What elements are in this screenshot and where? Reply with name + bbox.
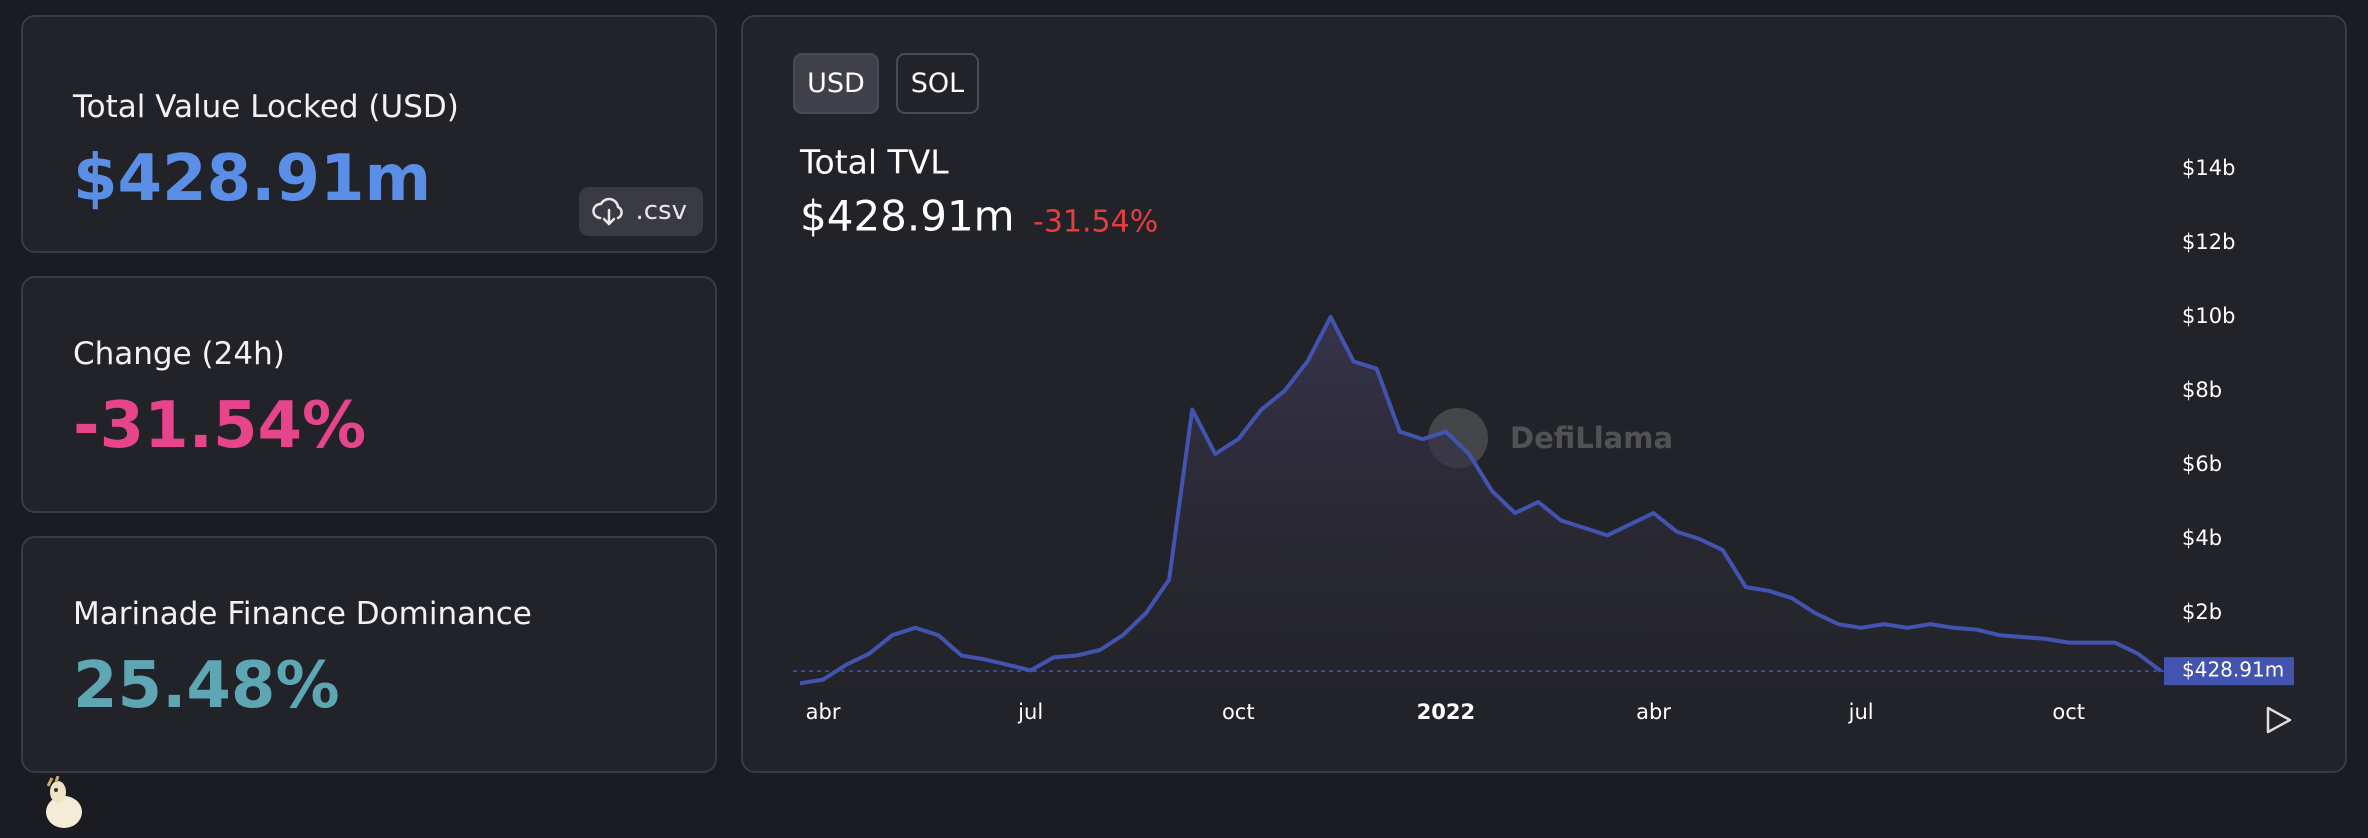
- card-title: Total Value Locked (USD): [73, 89, 459, 125]
- headline-value: $428.91m: [800, 192, 1015, 241]
- dominance-card: Marinade Finance Dominance 25.48%: [21, 536, 717, 773]
- csv-button[interactable]: .csv: [579, 187, 703, 236]
- price-label-box: [2164, 657, 2294, 686]
- tvl-card: Total Value Locked (USD) $428.91m .csv: [21, 15, 717, 253]
- card-title: Marinade Finance Dominance: [73, 596, 532, 632]
- x-tick-label: oct: [1222, 700, 1255, 724]
- x-tick-label: 2022: [1417, 700, 1475, 724]
- change-card: Change (24h) -31.54%: [21, 276, 717, 513]
- x-tick-label: oct: [2052, 700, 2085, 724]
- x-tick-label: jul: [1848, 700, 1874, 724]
- x-tick-label: abr: [1636, 700, 1671, 724]
- y-tick-label: $10b: [2182, 304, 2235, 328]
- card-value: $428.91m: [73, 142, 432, 216]
- y-tick-label: $4b: [2182, 526, 2222, 550]
- headline-change: -31.54%: [1033, 205, 1158, 240]
- card-value: 25.48%: [73, 649, 340, 723]
- csv-label: .csv: [635, 196, 688, 226]
- sol-toggle[interactable]: SOL: [896, 53, 979, 114]
- y-tick-label: $2b: [2182, 600, 2222, 624]
- play-icon[interactable]: [2266, 706, 2292, 734]
- y-tick-label: $6b: [2182, 452, 2222, 476]
- usd-toggle[interactable]: USD: [793, 53, 879, 114]
- area: [800, 317, 2161, 687]
- x-tick-label: jul: [1017, 700, 1043, 724]
- y-tick-label: $8b: [2182, 378, 2222, 402]
- price-label: $428.91m: [2182, 658, 2284, 682]
- y-tick-label: $12b: [2182, 230, 2235, 254]
- download-icon: [592, 197, 623, 226]
- llama-icon: [46, 776, 82, 828]
- y-tick-label: $14b: [2182, 156, 2235, 180]
- card-value: -31.54%: [73, 389, 367, 463]
- watermark-text: DefiLlama: [1510, 421, 1673, 455]
- chart-title: Total TVL: [799, 143, 949, 182]
- x-tick-label: abr: [806, 700, 841, 724]
- card-title: Change (24h): [73, 336, 285, 372]
- line: [799, 315, 2163, 686]
